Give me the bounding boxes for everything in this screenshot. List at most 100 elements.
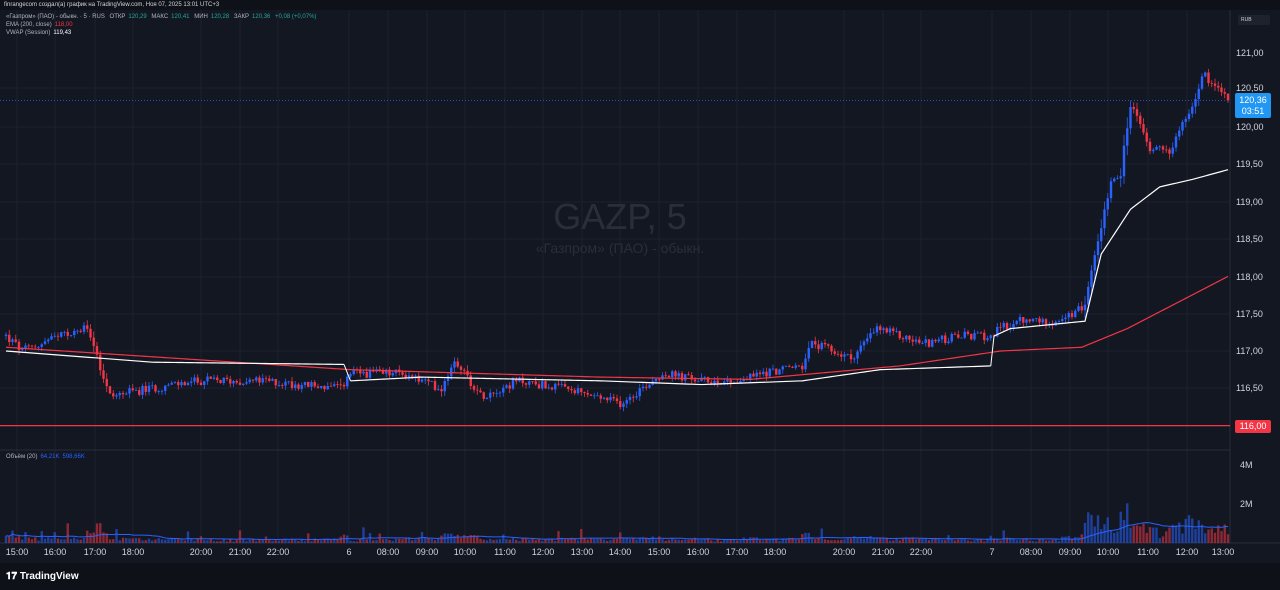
candle	[1155, 146, 1158, 150]
candle	[550, 387, 554, 390]
volume-bar	[411, 540, 414, 543]
volume-bar	[1132, 525, 1135, 543]
candle	[1022, 316, 1025, 323]
vwap-legend[interactable]: VWAP (Session) 119,43	[6, 30, 74, 36]
volume-bar	[138, 538, 141, 543]
volume-bar	[183, 540, 186, 543]
volume-bar	[606, 540, 609, 543]
candle	[407, 375, 411, 379]
candle	[115, 395, 118, 397]
candle	[284, 381, 287, 386]
ema-legend[interactable]: EMA (200, close) 118,00	[6, 22, 76, 28]
volume-legend[interactable]: Объём (20) 64,21K 598,66K	[6, 454, 88, 460]
candle	[404, 374, 407, 379]
candle	[141, 385, 144, 395]
candle	[14, 339, 17, 342]
volume-bar	[180, 538, 183, 543]
volume-bar	[173, 538, 177, 543]
current-price: 120,36	[1239, 95, 1267, 105]
symbol-name[interactable]: «Газпром» (ПАО) - обыкн. · 5 · RUS	[6, 14, 105, 20]
volume-bar	[784, 538, 788, 543]
volume-bar	[1096, 515, 1100, 543]
volume-bar	[576, 540, 580, 543]
volume-bar	[573, 538, 576, 543]
candle	[1100, 228, 1103, 242]
volume-bar	[326, 538, 329, 543]
candle	[307, 381, 310, 387]
volume-bar	[567, 538, 570, 543]
candle	[203, 381, 206, 386]
candle	[801, 365, 804, 370]
volume-bar	[320, 540, 323, 543]
vwap-line	[5, 350, 345, 366]
candle	[778, 369, 781, 375]
volume-bar	[1181, 533, 1184, 543]
volume-bar	[914, 539, 918, 543]
candle	[1135, 109, 1139, 116]
volume-bar	[609, 540, 612, 543]
candle	[739, 381, 742, 383]
candle	[8, 334, 11, 342]
volume-bar	[453, 536, 456, 543]
time-tick: 10:00	[1096, 547, 1120, 557]
volume-bar	[723, 539, 726, 543]
ema-value: 118,00	[54, 22, 73, 28]
volume-bar	[862, 538, 866, 543]
time-tick: 10:00	[453, 547, 477, 557]
candle	[788, 366, 791, 367]
candle	[498, 392, 502, 394]
volume-bar	[827, 540, 830, 543]
candle	[755, 372, 758, 377]
volume-bar	[690, 539, 693, 543]
candle	[901, 338, 905, 340]
candle	[86, 325, 89, 329]
volume-bar	[1025, 538, 1028, 543]
candle	[849, 354, 853, 360]
candle	[859, 345, 862, 352]
candle	[446, 376, 450, 381]
time-tick: 7	[989, 547, 995, 557]
currency-button[interactable]: RUB	[1238, 15, 1270, 25]
chart-canvas[interactable]	[0, 10, 1280, 563]
volume-bar	[131, 538, 134, 543]
candle	[27, 345, 30, 347]
candle	[1217, 85, 1220, 88]
volume-bar	[118, 540, 121, 543]
candle	[667, 375, 671, 378]
current-price-label: 120,36 03:51	[1235, 93, 1271, 118]
candle	[1106, 198, 1109, 210]
candle	[154, 385, 157, 392]
volume-bar	[134, 537, 138, 543]
tradingview-logo[interactable]: 𝟏𝟕 TradingView	[6, 571, 79, 582]
volume-bar	[684, 539, 687, 543]
candle	[381, 369, 385, 374]
volume-bar	[771, 538, 775, 543]
volume-bar	[1061, 536, 1064, 543]
volume-bar	[957, 539, 960, 543]
open-label: ОТКР	[109, 14, 126, 20]
candle	[56, 335, 60, 337]
candle	[671, 371, 674, 378]
candle	[989, 335, 992, 339]
volume-bar	[8, 536, 11, 543]
candle	[329, 385, 333, 387]
candle	[164, 385, 167, 391]
candle	[713, 380, 716, 385]
candle	[814, 341, 817, 345]
volume-bar	[1200, 524, 1204, 543]
candle	[420, 379, 424, 382]
candle	[459, 366, 463, 370]
level-line-label[interactable]: 116,00	[1235, 420, 1271, 433]
volume-bar	[1100, 529, 1103, 543]
candle	[914, 339, 918, 342]
candle	[290, 381, 294, 389]
candle	[586, 392, 589, 395]
candle	[1174, 136, 1178, 148]
candle	[648, 384, 651, 388]
volume-bar	[287, 540, 290, 543]
volume-bar	[394, 538, 398, 543]
candle	[463, 369, 466, 371]
candle	[349, 374, 352, 377]
candle	[664, 375, 667, 377]
volume-bar	[635, 539, 638, 543]
